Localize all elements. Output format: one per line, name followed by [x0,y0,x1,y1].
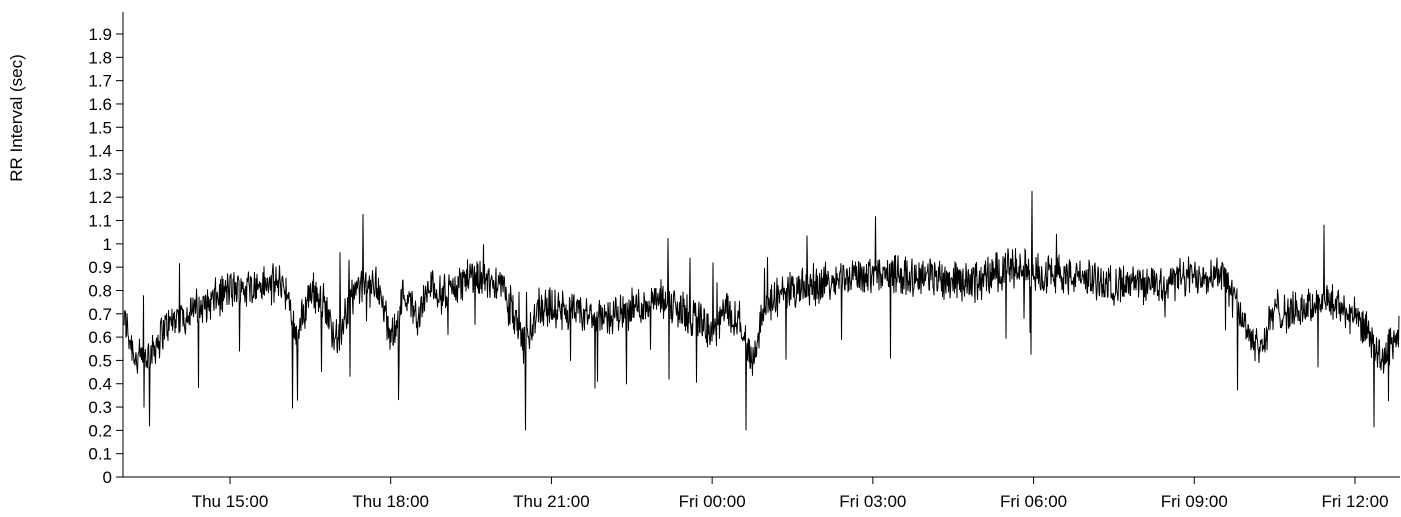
rr-interval-series-line [123,190,1400,431]
y-tick-label: 0.6 [88,328,112,347]
y-tick-label: 0.3 [88,398,112,417]
x-tick-label: Fri 12:00 [1321,492,1388,511]
y-tick-label: 1.1 [88,212,112,231]
y-tick-label: 1 [103,235,112,254]
y-tick-label: 0.1 [88,445,112,464]
y-tick-label: 1.9 [88,25,112,44]
y-tick-label: 0.8 [88,281,112,300]
y-tick-label: 1.4 [88,142,112,161]
y-tick-label: 1.8 [88,48,112,67]
y-tick-label: 0.4 [88,375,112,394]
y-tick-label: 1.5 [88,118,112,137]
x-tick-label: Fri 03:00 [839,492,906,511]
x-tick-label: Fri 09:00 [1161,492,1228,511]
y-tick-label: 0.5 [88,351,112,370]
y-axis-title: RR Interval (sec) [7,54,26,182]
y-axis: 0 0.1 0.2 0.3 0.4 0.5 0.6 0.7 0.8 0.9 1 1.1 1.2 1.3 1.… [88,12,124,487]
x-tick-label: Thu 18:00 [352,492,429,511]
y-tick-label: 1.3 [88,165,112,184]
y-tick-label: 0.2 [88,421,112,440]
x-tick-label: Thu 21:00 [513,492,590,511]
y-tick-label: 0 [103,468,112,487]
y-tick-label: 0.7 [88,305,112,324]
y-tick-label: 1.2 [88,188,112,207]
x-tick-label: Fri 06:00 [1000,492,1067,511]
y-tick-label: 0.9 [88,258,112,277]
y-tick-label: 1.7 [88,72,112,91]
x-tick-label: Thu 15:00 [192,492,269,511]
x-axis: Thu 15:00 Thu 18:00 Thu 21:00 Fri 00:00 Fri … [123,476,1400,511]
x-tick-label: Fri 00:00 [679,492,746,511]
y-tick-label: 1.6 [88,95,112,114]
